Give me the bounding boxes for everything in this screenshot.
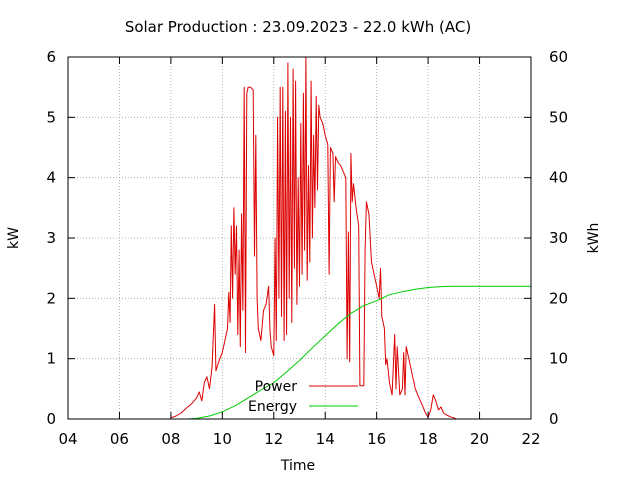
y2-tick-label: 30	[549, 229, 568, 247]
y2-tick-label: 40	[549, 169, 568, 187]
y-tick-label: 1	[46, 350, 56, 368]
x-tick-label: 08	[161, 430, 180, 448]
x-tick-label: 06	[110, 430, 129, 448]
legend-label-energy: Energy	[248, 399, 297, 415]
x-tick-label: 22	[521, 430, 540, 448]
y2-axis-label: kWh	[586, 223, 602, 254]
x-tick-label: 16	[367, 430, 386, 448]
series-line-energy	[186, 285, 531, 420]
x-tick-label: 12	[264, 430, 283, 448]
y2-tick-label: 0	[549, 410, 559, 428]
y-tick-label: 3	[46, 229, 56, 247]
x-tick-label: 20	[470, 430, 489, 448]
y-tick-label: 5	[46, 108, 56, 126]
y2-tick-label: 10	[549, 350, 568, 368]
series-layer	[170, 56, 531, 420]
y-tick-label: 4	[46, 169, 56, 187]
series-line-power	[170, 56, 457, 420]
y-axis-label: kW	[6, 227, 22, 249]
legend: Power Energy	[248, 379, 358, 415]
y2-tick-label: 20	[549, 289, 568, 307]
x-tick-label: 18	[419, 430, 438, 448]
x-tick-label: 04	[58, 430, 77, 448]
y-tick-label: 6	[46, 48, 56, 66]
x-tick-label: 14	[316, 430, 335, 448]
legend-label-power: Power	[255, 379, 298, 395]
x-axis-label: Time	[280, 458, 315, 474]
chart-title: Solar Production : 23.09.2023 - 22.0 kWh…	[125, 18, 471, 36]
x-tick-label: 10	[213, 430, 232, 448]
y-tick-label: 2	[46, 289, 56, 307]
y-tick-label: 0	[46, 410, 56, 428]
y2-tick-label: 50	[549, 108, 568, 126]
y2-tick-label: 60	[549, 48, 568, 66]
